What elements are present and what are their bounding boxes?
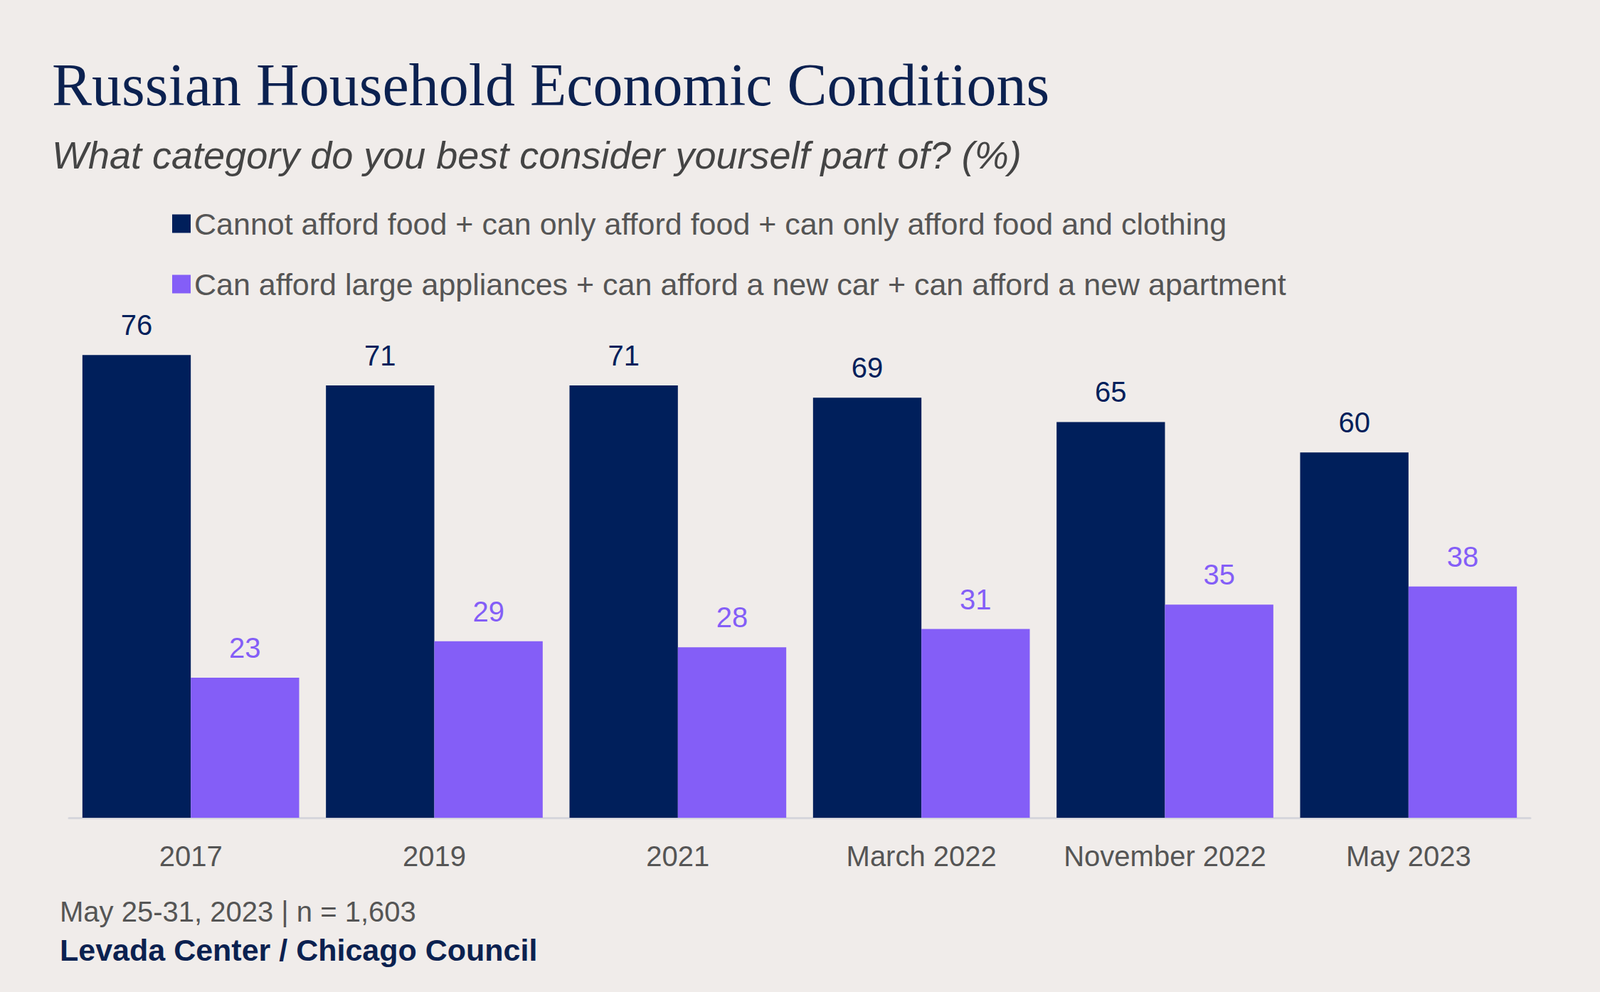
svg-text:November 2022: November 2022 xyxy=(1063,840,1267,873)
svg-text:May 25-31, 2023 | n = 1,603: May 25-31, 2023 | n = 1,603 xyxy=(59,896,417,928)
svg-text:23: 23 xyxy=(229,632,262,664)
svg-text:2019: 2019 xyxy=(402,840,466,873)
svg-text:2017: 2017 xyxy=(159,840,223,873)
svg-text:38: 38 xyxy=(1447,541,1480,573)
svg-text:35: 35 xyxy=(1203,559,1236,591)
svg-text:Levada Center / Chicago Counci: Levada Center / Chicago Council xyxy=(59,933,538,968)
svg-text:76: 76 xyxy=(120,309,153,341)
svg-text:69: 69 xyxy=(851,352,884,384)
svg-text:March 2022: March 2022 xyxy=(846,840,997,873)
svg-text:60: 60 xyxy=(1338,406,1371,439)
svg-text:2021: 2021 xyxy=(645,840,710,873)
svg-text:29: 29 xyxy=(472,596,505,628)
svg-text:28: 28 xyxy=(716,601,749,634)
svg-text:31: 31 xyxy=(959,584,992,616)
svg-text:May 2023: May 2023 xyxy=(1346,840,1472,873)
svg-text:Can afford large appliances +: Can afford large appliances + can afford… xyxy=(194,267,1287,302)
svg-text:Russian Household Economic Con: Russian Household Economic Conditions xyxy=(51,51,1050,119)
svg-text:Cannot afford food + can only: Cannot afford food + can only afford foo… xyxy=(194,207,1227,242)
svg-text:What category do you best cons: What category do you best consider yours… xyxy=(51,133,1022,177)
svg-text:65: 65 xyxy=(1094,376,1127,408)
svg-text:71: 71 xyxy=(607,340,640,372)
svg-text:71: 71 xyxy=(364,340,397,372)
